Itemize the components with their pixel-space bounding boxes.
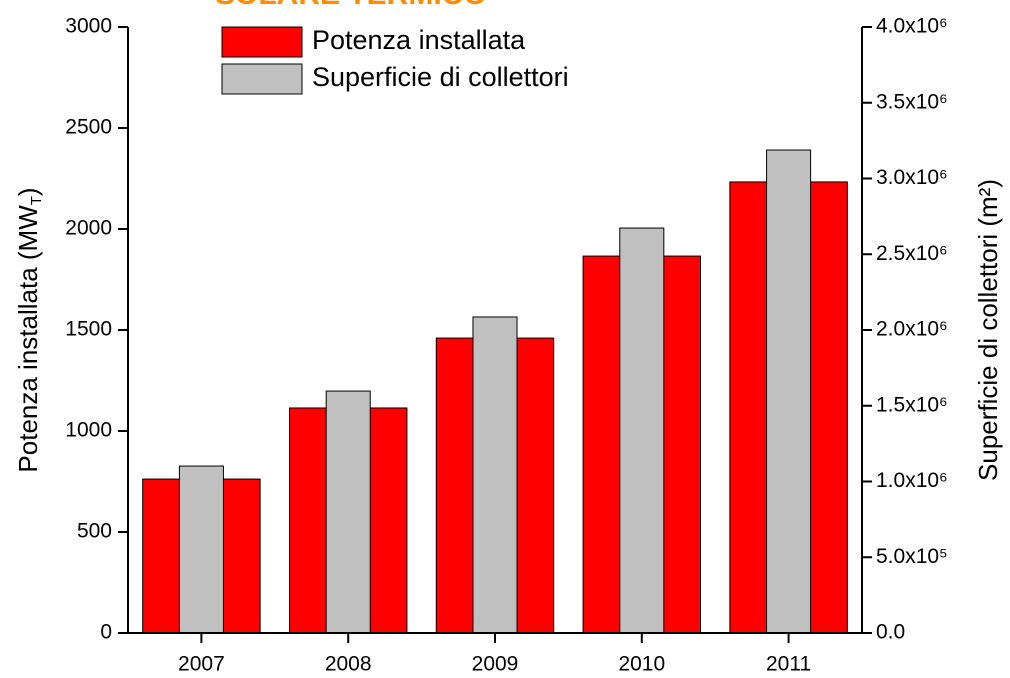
bars	[142, 149, 848, 634]
y2-tick-label: 1.0x10⁶	[876, 469, 948, 492]
bar	[325, 390, 371, 634]
y-axis-label: Potenza installata (MWT)	[13, 187, 45, 472]
bar	[178, 465, 224, 634]
y2-tick-label: 1.5x10⁶	[876, 393, 948, 416]
bar	[766, 149, 812, 634]
y2-tick-label: 3.0x10⁶	[876, 166, 948, 189]
y-tick-label: 500	[77, 520, 112, 543]
y-tick-label: 0	[100, 621, 112, 644]
y2-tick-label: 4.0x10⁶	[876, 15, 948, 38]
x-tick-label: 2010	[618, 653, 665, 676]
legend-label: Superficie di collettori	[312, 62, 569, 92]
legend-swatch	[221, 26, 303, 58]
x-tick-label: 2011	[766, 653, 811, 676]
y2-tick-label: 3.5x10⁶	[876, 90, 948, 113]
y-label-text: Potenza installata (MW	[13, 205, 43, 473]
legend-swatch	[221, 63, 303, 95]
bar	[619, 227, 665, 634]
y2-tick-label: 2.0x10⁶	[876, 318, 948, 341]
x-tick-label: 2007	[178, 653, 225, 676]
y-tick-label: 2500	[65, 116, 112, 139]
x-tick-label: 2009	[472, 653, 519, 676]
y2-tick-label: 5.0x10⁵	[876, 545, 948, 568]
y-tick-label: 1500	[65, 318, 112, 341]
bar	[472, 316, 518, 634]
y-label-end: )	[13, 187, 43, 196]
y-tick-label: 1000	[65, 419, 112, 442]
y2-axis-label: Superficie di collettori (m²)	[973, 179, 1003, 481]
y2-tick-label: 0.0	[876, 621, 905, 644]
y-label-sub: T	[28, 196, 45, 205]
y2-tick-label: 2.5x10⁶	[876, 242, 948, 265]
x-tick-label: 2008	[325, 653, 372, 676]
legend-label: Potenza installata	[312, 25, 526, 55]
y-tick-label: 2000	[65, 217, 112, 240]
y-tick-label: 3000	[65, 15, 112, 38]
chart-title: SOLARE TERMICO	[215, 0, 487, 11]
